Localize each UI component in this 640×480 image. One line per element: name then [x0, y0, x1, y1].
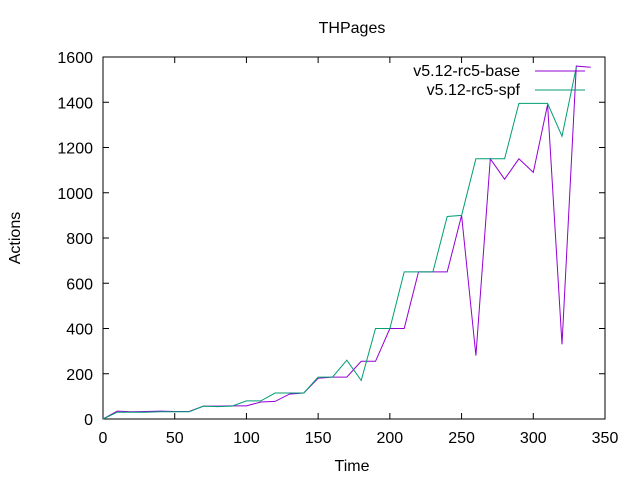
y-tick-label: 1400	[57, 95, 93, 112]
y-tick-label: 0	[84, 412, 93, 429]
series-lines	[102, 65, 591, 420]
x-tick-label: 200	[377, 430, 404, 447]
x-tick-label: 250	[448, 430, 475, 447]
y-tick-label: 800	[66, 231, 93, 248]
plot-area: 0 50 100 150 200 250 300 350 0 200 400 600 800 1000 1…	[57, 50, 618, 447]
x-tick-label: 300	[520, 430, 547, 447]
y-tick-label: 1600	[57, 50, 93, 67]
series-line-1	[102, 65, 591, 420]
y-axis-ticks: 0 200 400 600 800 1000 1200 1400 1600	[57, 50, 605, 429]
legend: v5.12-rc5-base v5.12-rc5-spf	[413, 63, 585, 99]
x-tick-label: 50	[166, 430, 184, 447]
plot-frame	[102, 56, 606, 420]
x-axis-ticks: 0 50 100 150 200 250 300 350	[99, 57, 619, 447]
series-line-2	[102, 67, 577, 420]
x-tick-label: 150	[305, 430, 332, 447]
x-tick-label: 100	[233, 430, 260, 447]
x-tick-label: 0	[99, 430, 108, 447]
y-tick-label: 1000	[57, 186, 93, 203]
y-tick-label: 1200	[57, 141, 93, 158]
y-tick-label: 200	[66, 367, 93, 384]
y-tick-label: 400	[66, 322, 93, 339]
x-tick-label: 350	[592, 430, 619, 447]
legend-label-1: v5.12-rc5-base	[413, 63, 520, 80]
legend-label-2: v5.12-rc5-spf	[427, 82, 521, 99]
y-tick-label: 600	[66, 276, 93, 293]
y-axis-title: Actions	[7, 212, 24, 264]
chart-title: THPages	[319, 20, 386, 37]
x-axis-title: Time	[335, 458, 370, 475]
